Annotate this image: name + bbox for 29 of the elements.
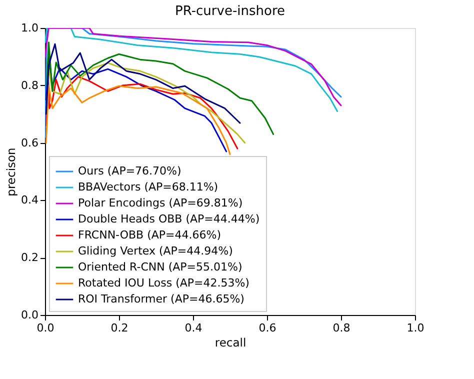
line-series <box>45 84 231 156</box>
legend-label: Polar Encodings (AP=69.81%) <box>78 196 243 210</box>
legend-label: FRCNN-OBB (AP=44.66%) <box>78 228 221 242</box>
legend-label: Oriented R-CNN (AP=55.01%) <box>78 260 242 274</box>
x-axis-title: recall <box>214 336 246 350</box>
y-tick-label: 0.4 <box>21 194 38 207</box>
x-tick-label: 0.8 <box>332 322 350 334</box>
chart-title: PR-curve-inshore <box>174 4 286 19</box>
x-tick-label: 0.6 <box>258 322 276 334</box>
line-series <box>46 42 274 135</box>
line-series <box>45 28 342 138</box>
y-tick-label: 1.0 <box>21 22 38 34</box>
line-series <box>45 56 228 152</box>
x-tick-label: 1.0 <box>406 322 424 334</box>
legend-label: BBAVectors (AP=68.11%) <box>78 180 218 194</box>
line-series <box>45 43 241 124</box>
legend-label: Ours (AP=76.70%) <box>78 164 182 178</box>
y-tick-label: 0.6 <box>21 136 38 150</box>
legend-label: Rotated IOU Loss (AP=42.53%) <box>78 276 250 290</box>
x-tick-label: 0.0 <box>36 322 54 334</box>
y-axis-title: precison <box>4 148 18 196</box>
y-tick-label: 0.0 <box>21 308 38 322</box>
legend-label: Gliding Vertex (AP=44.94%) <box>78 244 233 258</box>
y-tick-label: 0.8 <box>21 78 38 92</box>
legend-label: ROI Transformer (AP=46.65%) <box>78 292 244 306</box>
x-tick-label: 0.2 <box>110 322 128 334</box>
y-tick-label: 0.2 <box>21 251 38 264</box>
legend-label: Double Heads OBB (AP=44.44%) <box>78 212 260 226</box>
x-tick-label: 0.4 <box>184 322 202 334</box>
